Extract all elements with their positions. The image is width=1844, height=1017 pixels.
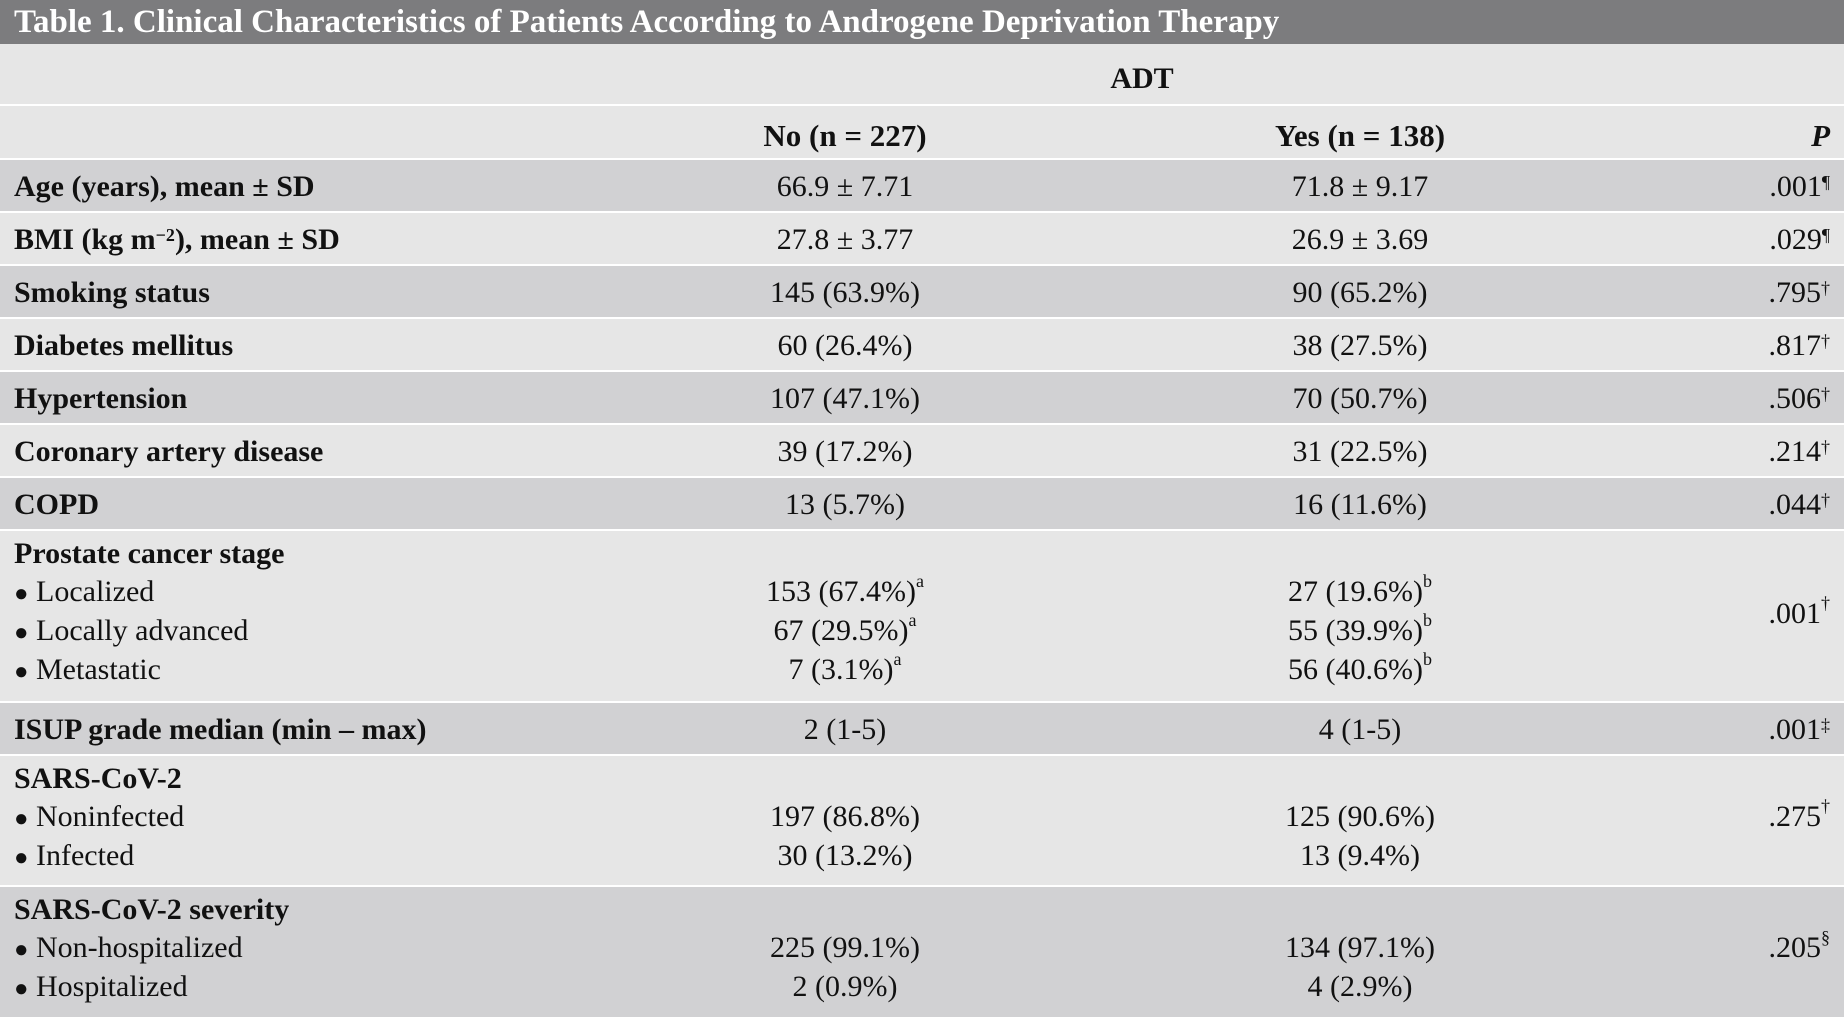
row-label: COPD [14,488,99,521]
cell-p: .506† [1768,382,1831,415]
sub-row-label: ● Localized [14,575,155,608]
cell-yes: 31 (22.5%) [1292,435,1428,468]
superscript: −2 [155,225,175,245]
cell-yes: 70 (50.7%) [1292,382,1428,415]
sub-row-label: ● Noninfected [14,800,185,833]
sub-row-label: ● Hospitalized [14,970,188,1003]
table-row-age: Age (years), mean ± SD 66.9 ± 7.71 71.8 … [0,158,1844,211]
table-title: Table 1. Clinical Characteristics of Pat… [0,0,1844,44]
cell-yes: 71.8 ± 9.17 [1291,170,1429,203]
table-row-hypertension: Hypertension 107 (47.1%) 70 (50.7%) .506… [0,370,1844,423]
column-header-yes: Yes (n = 138) [1274,118,1446,153]
footnote-mark: † [1821,331,1830,351]
cell-p: .044† [1768,488,1831,521]
cell-p: .001‡ [1768,713,1831,746]
cell-no: 197 (86.8%) [770,800,920,833]
cell-p: .001† [1768,593,1831,630]
cell-no: 7 (3.1%)a [788,649,902,686]
cell-no: 2 (1-5) [803,713,887,746]
cell-no: 153 (67.4%)a [766,571,924,608]
cell-yes: 4 (2.9%) [1307,970,1413,1003]
table-row-stage: Prostate cancer stage ● Localized 153 (6… [0,529,1844,701]
footnote-mark: ¶ [1821,225,1830,245]
sub-row-label: ● Non-hospitalized [14,931,243,964]
row-label: SARS-CoV-2 [14,762,182,795]
cell-yes: 26.9 ± 3.69 [1291,223,1429,256]
cell-yes: 55 (39.9%)b [1288,610,1432,647]
table-row-diabetes: Diabetes mellitus 60 (26.4%) 38 (27.5%) … [0,317,1844,370]
table-row-bmi: BMI (kg m−2), mean ± SD 27.8 ± 3.77 26.9… [0,211,1844,264]
table-row-smoking: Smoking status 145 (63.9%) 90 (65.2%) .7… [0,264,1844,317]
cell-yes: 16 (11.6%) [1293,488,1427,521]
row-label: Age (years), mean ± SD [14,170,315,203]
column-header-no: No (n = 227) [763,118,927,153]
row-label: Hypertension [14,382,188,415]
cell-p: .214† [1768,435,1831,468]
footnote-mark: † [1821,278,1830,298]
cell-no: 60 (26.4%) [777,329,913,362]
cell-no: 107 (47.1%) [770,382,920,415]
cell-no: 30 (13.2%) [777,839,913,872]
row-label: Coronary artery disease [14,435,324,468]
cell-yes: 90 (65.2%) [1292,276,1428,309]
cell-yes: 125 (90.6%) [1285,800,1435,833]
row-label: SARS-CoV-2 severity [14,893,290,926]
cell-p: .001¶ [1769,170,1830,203]
cell-yes: 56 (40.6%)b [1288,649,1432,686]
cell-no: 39 (17.2%) [777,435,913,468]
cell-no: 67 (29.5%)a [773,610,917,647]
cell-yes: 38 (27.5%) [1292,329,1428,362]
footnote-mark: † [1821,490,1830,510]
footnote-mark: † [1821,437,1830,457]
row-label: Smoking status [14,276,210,309]
table-row-cad: Coronary artery disease 39 (17.2%) 31 (2… [0,423,1844,476]
table-header: ADT No (n = 227) Yes (n = 138) P [0,44,1844,158]
row-label: Diabetes mellitus [14,329,234,362]
sub-row-label: ● Locally advanced [14,614,249,647]
cell-yes: 4 (1-5) [1318,713,1402,746]
column-header-p: P [1811,118,1830,153]
sub-row-label: ● Infected [14,839,135,872]
row-label: Prostate cancer stage [14,537,285,570]
table-row-severity: SARS-CoV-2 severity ● Non-hospitalized 2… [0,885,1844,1017]
table-row-sars: SARS-CoV-2 ● Noninfected 197 (86.8%) 125… [0,754,1844,885]
header-divider [0,104,1844,106]
row-label: ISUP grade median (min – max) [14,713,427,746]
cell-yes: 27 (19.6%)b [1288,571,1432,608]
table-row-isup: ISUP grade median (min – max) 2 (1-5) 4 … [0,701,1844,754]
sub-row-label: ● Metastatic [14,653,161,686]
cell-no: 2 (0.9%) [792,970,898,1003]
cell-no: 145 (63.9%) [770,276,920,309]
cell-p: .795† [1768,276,1831,309]
cell-no: 27.8 ± 3.77 [776,223,914,256]
cell-p: .817† [1768,329,1831,362]
cell-p: .275† [1768,796,1831,833]
cell-p: .205§ [1768,927,1831,964]
cell-yes: 13 (9.4%) [1300,839,1420,872]
footnote-mark: ¶ [1821,172,1830,192]
row-label: BMI (kg m−2), mean ± SD [14,223,340,256]
cell-no: 66.9 ± 7.71 [776,170,914,203]
cell-no: 225 (99.1%) [770,931,920,964]
table-row-copd: COPD 13 (5.7%) 16 (11.6%) .044† [0,476,1844,529]
cell-no: 13 (5.7%) [785,488,905,521]
cell-p: .029¶ [1769,223,1830,256]
cell-yes: 134 (97.1%) [1285,931,1435,964]
footnote-mark: † [1821,384,1830,404]
group-header-adt: ADT [1110,62,1174,95]
